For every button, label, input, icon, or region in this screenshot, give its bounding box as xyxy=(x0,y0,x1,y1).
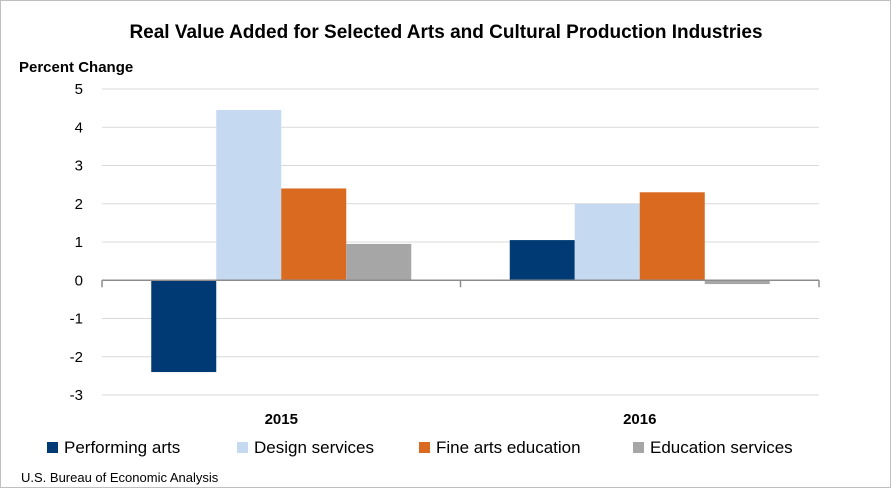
category-label: 2016 xyxy=(623,411,656,428)
y-tick-label: 2 xyxy=(75,196,83,213)
y-tick-label: -3 xyxy=(70,387,83,404)
legend-label: Fine arts education xyxy=(436,438,581,457)
y-tick-label: 0 xyxy=(75,272,83,289)
legend-swatch xyxy=(419,442,430,453)
bar-fine-arts-education-2016 xyxy=(639,192,705,281)
legend-label: Performing arts xyxy=(64,438,180,457)
legend-swatch xyxy=(633,442,644,453)
bar-design-services-2016 xyxy=(574,203,640,281)
legend-label: Education services xyxy=(650,438,793,457)
legend-swatch xyxy=(237,442,248,453)
x-axis xyxy=(101,279,820,288)
bar-education-services-2016 xyxy=(704,280,770,285)
bar-fine-arts-education-2015 xyxy=(281,188,347,281)
bars xyxy=(151,110,770,373)
legend-swatch xyxy=(47,442,58,453)
legend: Performing arts Design services Fine arts … xyxy=(47,438,793,457)
bar-design-services-2015 xyxy=(216,110,282,281)
source-note: U.S. Bureau of Economic Analysis xyxy=(21,470,219,485)
y-axis-label: Percent Change xyxy=(19,59,133,76)
category-label: 2015 xyxy=(265,411,298,428)
y-tick-label: 5 xyxy=(75,81,83,98)
y-tick-label: 3 xyxy=(75,158,83,175)
category-labels: 2015 2016 xyxy=(265,411,657,428)
y-tick-label: 4 xyxy=(75,119,83,136)
y-tick-label: -1 xyxy=(70,311,83,328)
y-tick-label: 1 xyxy=(75,234,83,251)
y-tick-label: -2 xyxy=(70,349,83,366)
chart-title: Real Value Added for Selected Arts and C… xyxy=(129,22,762,43)
bar-performing-arts-2015 xyxy=(151,280,217,373)
bar-performing-arts-2016 xyxy=(509,240,575,281)
legend-label: Design services xyxy=(254,438,374,457)
bar-education-services-2015 xyxy=(346,243,412,281)
y-axis-ticks: 5 4 3 2 1 0 -1 -2 -3 xyxy=(70,81,83,404)
